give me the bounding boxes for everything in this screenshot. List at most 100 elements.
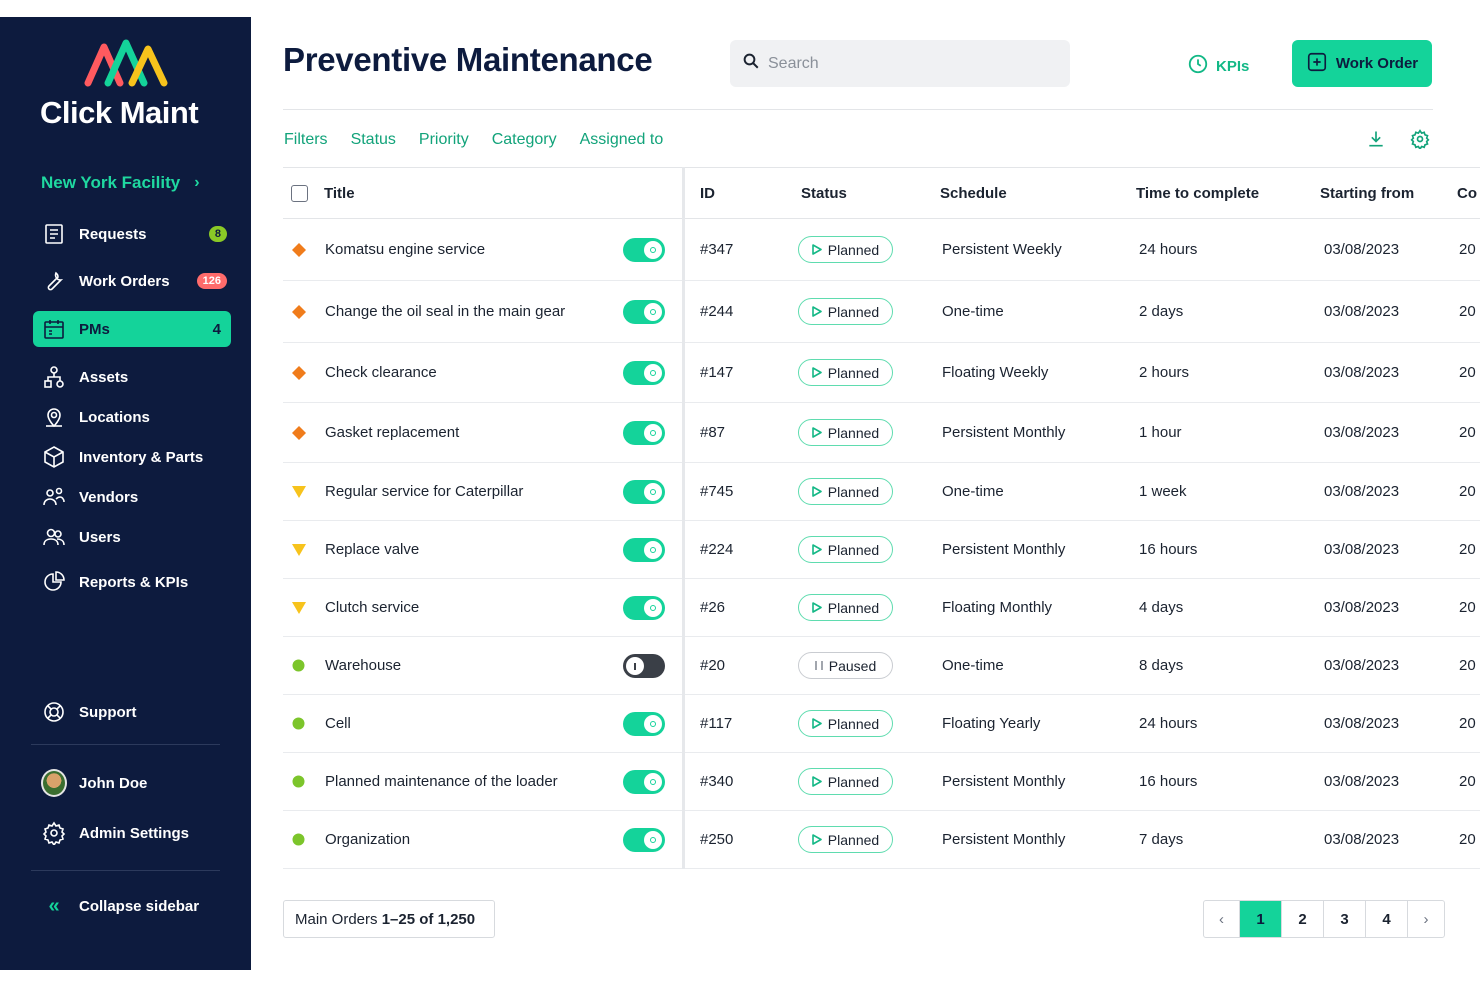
enable-toggle[interactable] [623,654,665,678]
status-badge[interactable]: Planned [798,710,893,737]
enable-toggle[interactable] [623,538,665,562]
column-header-status[interactable]: Status [801,185,847,202]
page-button[interactable]: 4 [1366,901,1408,937]
row-schedule: Persistent Monthly [942,424,1066,441]
row-title[interactable]: Gasket replacement [325,424,460,441]
status-badge[interactable]: Planned [798,298,893,325]
status-badge[interactable]: Planned [798,826,893,853]
row-title[interactable]: Regular service for Caterpillar [325,483,524,500]
table-row[interactable]: Replace valve #224 Planned Persistent Month… [283,521,1480,579]
sidebar-item-users[interactable]: Users [33,519,231,555]
row-title[interactable]: Check clearance [325,364,437,381]
status-badge[interactable]: Planned [798,359,893,386]
row-schedule: Floating Yearly [942,715,1041,732]
column-header-title[interactable]: Title [324,185,355,202]
enable-toggle[interactable] [623,770,665,794]
sidebar-item-vendors[interactable]: Vendors [33,479,231,515]
table-row[interactable]: Check clearance #147 Planned Floating Weekl… [283,343,1480,403]
page-button[interactable]: 2 [1282,901,1324,937]
table-row[interactable]: Regular service for Caterpillar #745 Plann… [283,463,1480,521]
status-badge[interactable]: Planned [798,594,893,621]
collapse-sidebar-button[interactable]: « Collapse sidebar [33,888,231,924]
enable-toggle[interactable] [623,421,665,445]
wrench-icon [41,268,67,294]
enable-toggle[interactable] [623,828,665,852]
column-header-time-to-complete[interactable]: Time to complete [1136,185,1260,202]
sidebar-item-reports[interactable]: Reports & KPIs [33,564,231,600]
status-badge[interactable]: Planned [798,419,893,446]
row-starting-from: 03/08/2023 [1324,541,1400,558]
play-icon [811,427,822,438]
kpis-button[interactable]: KPIs [1187,53,1249,79]
row-time-to-complete: 1 week [1139,483,1187,500]
sidebar-item-work-orders[interactable]: Work Orders 126 [33,263,231,299]
page-button[interactable]: 3 [1324,901,1366,937]
column-header-id[interactable]: ID [700,185,715,202]
sidebar-item-inventory[interactable]: Inventory & Parts [33,439,231,475]
status-badge[interactable]: Planned [798,478,893,505]
priority-high-icon [292,426,306,444]
user-name: John Doe [79,774,148,792]
row-title[interactable]: Replace valve [325,541,420,558]
filter-assigned-to[interactable]: Assigned to [579,131,664,148]
enable-toggle[interactable] [623,238,665,262]
settings-gear-icon[interactable] [1410,129,1430,154]
next-page-button[interactable]: › [1423,910,1429,928]
download-icon[interactable] [1366,129,1386,154]
row-starting-from: 03/08/2023 [1324,657,1400,674]
row-title[interactable]: Warehouse [325,657,402,674]
row-id: #147 [700,364,734,381]
search-box[interactable] [730,40,1070,87]
table-row[interactable]: Organization #250 Planned Persistent Monthl… [283,811,1480,869]
row-title[interactable]: Change the oil seal in the main gear [325,303,566,320]
row-time-to-complete: 1 hour [1139,424,1182,441]
pms-count: 4 [212,320,221,338]
enable-toggle[interactable] [623,300,665,324]
table-row[interactable]: Planned maintenance of the loader #340 Pla… [283,753,1480,811]
table-row[interactable]: Change the oil seal in the main gear #244… [283,281,1480,343]
status-label: Planned [827,303,880,320]
status-badge[interactable]: Planned [798,236,893,263]
row-title[interactable]: Clutch service [325,599,420,616]
enable-toggle[interactable] [623,712,665,736]
filter-all[interactable]: Filters [284,131,328,148]
column-header-starting-from[interactable]: Starting from [1320,185,1415,202]
search-input[interactable] [768,54,1048,73]
sidebar-item-pms[interactable]: PMs 4 [33,311,231,347]
prev-page-button[interactable]: ‹ [1204,901,1240,937]
status-badge[interactable]: Planned [798,536,893,563]
filter-category[interactable]: Category [491,131,557,148]
sidebar-item-assets[interactable]: Assets [33,359,231,395]
enable-toggle[interactable] [623,596,665,620]
filter-status[interactable]: Status [350,131,396,148]
facility-selector[interactable]: New York Facility › [41,173,221,193]
row-title[interactable]: Planned maintenance of the loader [325,773,558,790]
row-title[interactable]: Cell [325,715,351,732]
column-header-schedule[interactable]: Schedule [940,185,1007,202]
status-badge[interactable]: Planned [798,768,893,795]
row-title[interactable]: Komatsu engine service [325,241,486,258]
sidebar-item-requests[interactable]: Requests 8 [33,216,231,252]
table-row[interactable]: Gasket replacement #87 Planned Persistent M… [283,403,1480,463]
sidebar-item-label: Support [79,703,137,721]
page-button[interactable]: 1 [1240,901,1282,937]
table-row[interactable]: Komatsu engine service #347 Planned Persist… [283,219,1480,281]
play-icon [811,486,822,497]
play-icon [811,367,822,378]
sidebar-item-admin-settings[interactable]: Admin Settings [33,815,231,851]
table-row[interactable]: Clutch service #26 Planned Floating Monthly… [283,579,1480,637]
sidebar-item-locations[interactable]: Locations [33,399,231,435]
table-row[interactable]: Cell #117 Planned Floating Yearly 24 hours 03… [283,695,1480,753]
filter-priority[interactable]: Priority [418,131,469,148]
work-orders-count-badge: 126 [196,273,227,289]
user-profile[interactable]: John Doe [33,765,231,801]
row-title[interactable]: Organization [325,831,411,848]
status-badge[interactable]: Paused [798,652,893,679]
enable-toggle[interactable] [623,480,665,504]
sidebar-item-support[interactable]: Support [33,694,231,730]
enable-toggle[interactable] [623,361,665,385]
table-row[interactable]: Warehouse #20 Paused One-time 8 days 03/08/20… [283,637,1480,695]
select-all-checkbox[interactable] [291,185,308,202]
column-header-co[interactable]: Co [1457,185,1477,202]
add-work-order-button[interactable]: Work Order [1292,40,1432,87]
